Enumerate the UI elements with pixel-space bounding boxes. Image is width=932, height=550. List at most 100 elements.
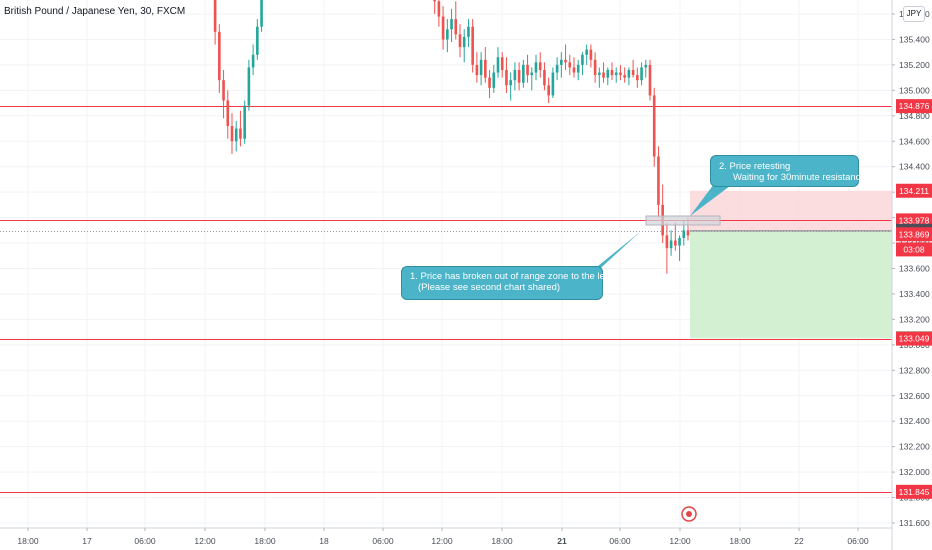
price-label-bg [896, 99, 932, 114]
candles [213, 0, 690, 274]
callout-retest-line2: Waiting for 30minute resistance [733, 172, 866, 183]
candle-body [230, 125, 234, 142]
candle-body [526, 64, 529, 76]
candle-body [644, 64, 648, 68]
price-label-bg [896, 331, 932, 346]
price-label-text: 133.978 [899, 215, 930, 225]
price-tick-label: 134.600 [899, 136, 930, 146]
candle-body [437, 1, 441, 17]
price-label-bg [896, 183, 932, 198]
candle-body [488, 77, 491, 88]
price-tick-label: 135.400 [899, 34, 930, 44]
candle-body [551, 72, 555, 96]
candle-body [648, 64, 652, 96]
callout-retest: 2. Price retesting Waiting for 30minute … [710, 155, 866, 187]
annotation-overlay [592, 184, 730, 522]
price-tick-label: 133.600 [899, 264, 930, 274]
time-tick-label: 18:00 [491, 536, 513, 546]
price-tick-label: 132.000 [899, 467, 930, 477]
price-tick-label: 132.400 [899, 416, 930, 426]
candle-body [517, 69, 521, 83]
callout-breakout-line2: (Please see second chart shared) [418, 282, 561, 293]
time-tick-label: 12:00 [431, 536, 453, 546]
candle-body [619, 72, 622, 76]
candle-body [234, 128, 238, 142]
time-tick-label: 18:00 [729, 536, 751, 546]
price-label-text: 131.845 [899, 487, 930, 497]
time-tick-label: 18:00 [17, 536, 39, 546]
symbol-title: British Pound / Japanese Yen, 30, FXCM [4, 6, 186, 17]
price-label-text: 133.869 [899, 229, 930, 239]
time-tick-label: 12:00 [669, 536, 691, 546]
candle-body [446, 29, 449, 40]
candle-body [636, 75, 639, 81]
time-tick-label: 06:00 [847, 536, 869, 546]
currency-button[interactable]: JPY [903, 6, 925, 22]
candle-body [543, 69, 546, 86]
candle-body [247, 67, 251, 106]
price-tick-label: 131.600 [899, 518, 930, 528]
time-tick-label: 18 [319, 536, 329, 546]
candle-body [593, 59, 597, 76]
candle-body [239, 128, 242, 139]
candle-body [640, 67, 643, 81]
price-tick-label: 132.600 [899, 391, 930, 401]
grid [0, 0, 892, 528]
candle-body [479, 59, 483, 76]
candle-body [665, 235, 669, 249]
stop-loss-zone [690, 190, 892, 231]
candle-body [260, 0, 263, 27]
retest-box [645, 215, 721, 226]
candle-body [589, 49, 593, 60]
position-zones [690, 190, 892, 339]
price-tick-label: 132.800 [899, 365, 930, 375]
price-tick-label: 132.200 [899, 442, 930, 452]
candle-body [682, 230, 686, 238]
candle-body [585, 49, 588, 55]
candle-body [568, 62, 572, 68]
time-tick-label: 12:00 [194, 536, 216, 546]
candle-body [623, 75, 626, 78]
candle-body [251, 54, 255, 68]
candle-body [509, 80, 512, 86]
candle-body [606, 69, 610, 78]
horizontal-levels [0, 106, 892, 493]
candle-body [218, 31, 221, 81]
candle-body [669, 240, 673, 249]
candle-body [555, 64, 559, 73]
price-label-text: 133.049 [899, 334, 930, 344]
candle-body [652, 95, 656, 157]
price-tick-label: 135.000 [899, 85, 930, 95]
time-tick-label: 22 [794, 536, 804, 546]
candle-body [441, 16, 445, 40]
candle-body [657, 156, 660, 205]
price-tick-label: 134.800 [899, 111, 930, 121]
candle-body [450, 19, 453, 30]
callout-retest-pointer [690, 184, 730, 216]
candle-body [433, 0, 436, 2]
candle-body [538, 62, 542, 70]
candle-body [534, 62, 538, 73]
candle-body [560, 59, 563, 65]
candle-body [581, 54, 584, 65]
callout-breakout: 1. Price has broken out of range zone to… [401, 266, 611, 300]
price-tick-label: 133.400 [899, 289, 930, 299]
candle-body [256, 26, 259, 55]
price-label-text: 134.211 [899, 186, 929, 196]
candle-body [496, 57, 500, 73]
candle-body [513, 69, 517, 81]
price-tick-label: 135.200 [899, 60, 930, 70]
time-tick-label: 06:00 [134, 536, 156, 546]
candle-body [598, 72, 601, 76]
candle-body [500, 57, 504, 70]
candle-body [614, 72, 618, 76]
candle-body [492, 72, 496, 88]
candle-body [471, 26, 474, 65]
price-label-bg [896, 242, 932, 257]
candle-body [475, 64, 479, 76]
candle-body [462, 36, 466, 48]
candle-body [222, 80, 225, 101]
candle-body [610, 69, 614, 76]
callout-breakout-line1: 1. Price has broken out of range zone to… [410, 271, 611, 282]
